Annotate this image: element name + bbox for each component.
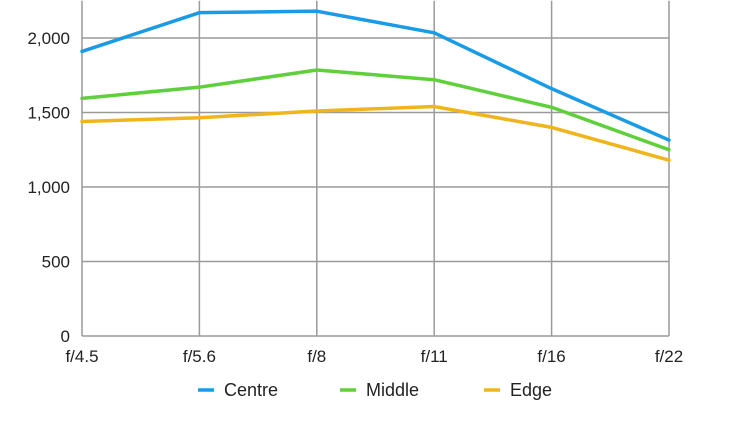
x-tick-label: f/22 — [655, 347, 683, 366]
grid-lines — [82, 0, 670, 336]
x-axis-tick-labels: f/4.5 f/5.6 f/8 f/11 f/16 f/22 — [65, 347, 683, 366]
x-tick-label: f/5.6 — [183, 347, 216, 366]
y-tick-label: 1,000 — [27, 178, 70, 197]
legend-label: Middle — [366, 380, 419, 400]
legend-label: Centre — [224, 380, 278, 400]
y-tick-label: 1,500 — [27, 104, 70, 123]
x-tick-label: f/11 — [421, 347, 448, 366]
y-axis-tick-labels: 0 500 1,000 1,500 2,000 — [27, 29, 70, 346]
y-tick-label: 500 — [42, 253, 70, 272]
axes — [81, 0, 669, 337]
x-tick-label: f/4.5 — [65, 347, 98, 366]
legend-item-centre: Centre — [198, 380, 278, 400]
legend: Centre Middle Edge — [198, 380, 552, 400]
series-line-centre — [80, 9, 671, 142]
legend-label: Edge — [510, 380, 552, 400]
y-tick-label: 2,000 — [27, 29, 70, 48]
series-line-middle — [80, 68, 671, 152]
y-tick-label: 0 — [61, 327, 70, 346]
x-tick-label: f/16 — [537, 347, 565, 366]
x-tick-label: f/8 — [307, 347, 326, 366]
series-line-edge — [80, 104, 671, 162]
legend-item-edge: Edge — [484, 380, 552, 400]
series-lines — [80, 9, 671, 162]
legend-item-middle: Middle — [340, 380, 419, 400]
